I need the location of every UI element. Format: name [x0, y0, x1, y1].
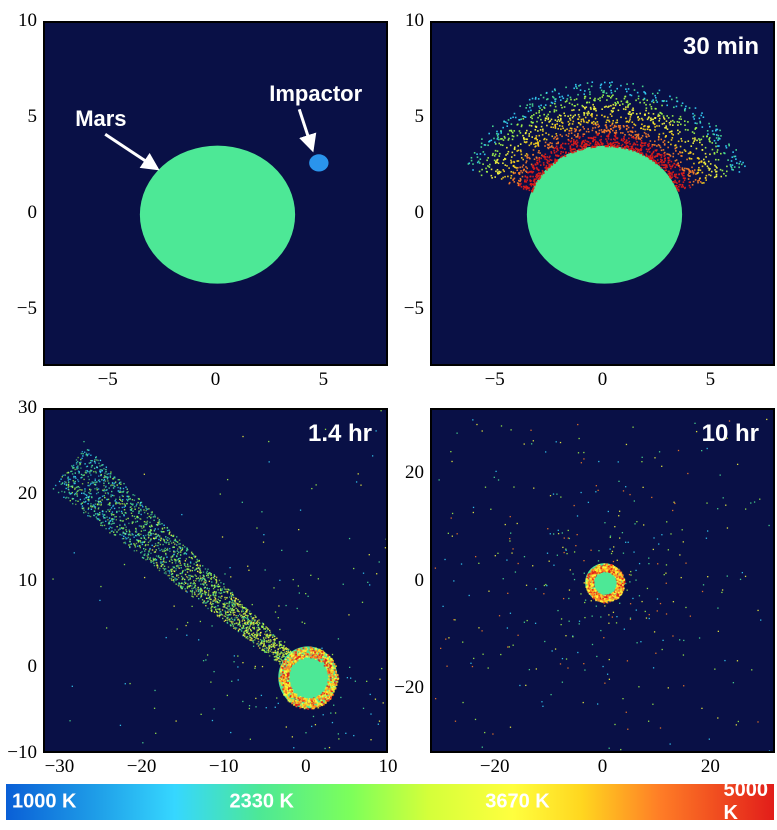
colorbar-label: 1000 K	[12, 791, 77, 814]
ytick-label: 20	[18, 483, 37, 505]
ytick-label: 0	[415, 202, 425, 224]
ytick-label: 0	[28, 202, 38, 224]
colorbar-label: 3670 K	[485, 791, 550, 814]
panel-p0: Mars Impactor	[43, 21, 388, 366]
ytick-label: 10	[18, 570, 37, 592]
panel-p1: 30 min	[430, 21, 775, 366]
xtick-label: 5	[319, 369, 329, 391]
ytick-label: −10	[7, 742, 37, 764]
ytick-label: 10	[18, 10, 37, 32]
xtick-label: −10	[209, 756, 239, 778]
ytick-label: −5	[17, 298, 37, 320]
ytick-label: 0	[28, 656, 38, 678]
xtick-label: 0	[598, 369, 608, 391]
time-label: 10 hr	[702, 420, 759, 448]
arrow	[45, 23, 388, 366]
xtick-label: 0	[301, 756, 311, 778]
xtick-label: 20	[701, 756, 720, 778]
ytick-label: 30	[18, 397, 37, 419]
ytick-label: 0	[415, 570, 425, 592]
ytick-label: −5	[404, 298, 424, 320]
xtick-label: −30	[45, 756, 75, 778]
xtick-label: 0	[211, 369, 221, 391]
time-label: 30 min	[683, 33, 759, 61]
xtick-label: 5	[706, 369, 716, 391]
panel-p3: 10 hr	[430, 408, 775, 753]
panel-p2: 1.4 hr	[43, 408, 388, 753]
xtick-label: 0	[598, 756, 608, 778]
ytick-label: 5	[28, 106, 38, 128]
ytick-label: 20	[405, 462, 424, 484]
colorbar	[6, 784, 774, 820]
annotation-impactor: Impactor	[269, 81, 362, 107]
colorbar-label: 5000 K	[724, 779, 769, 825]
time-label: 1.4 hr	[308, 420, 372, 448]
ytick-label: 10	[405, 10, 424, 32]
xtick-label: −20	[127, 756, 157, 778]
xtick-label: −20	[480, 756, 510, 778]
simulation-figure: Mars Impactor −5 0 5 −5 0 5 10 30 min −5 0 5 −5 0 5 10 1.…	[0, 0, 777, 830]
xtick-label: 10	[379, 756, 398, 778]
xtick-label: −5	[98, 369, 118, 391]
ytick-label: 5	[415, 106, 425, 128]
annotation-mars: Mars	[75, 106, 126, 132]
xtick-label: −5	[485, 369, 505, 391]
colorbar-label: 2330 K	[229, 791, 294, 814]
ytick-label: −20	[394, 677, 424, 699]
